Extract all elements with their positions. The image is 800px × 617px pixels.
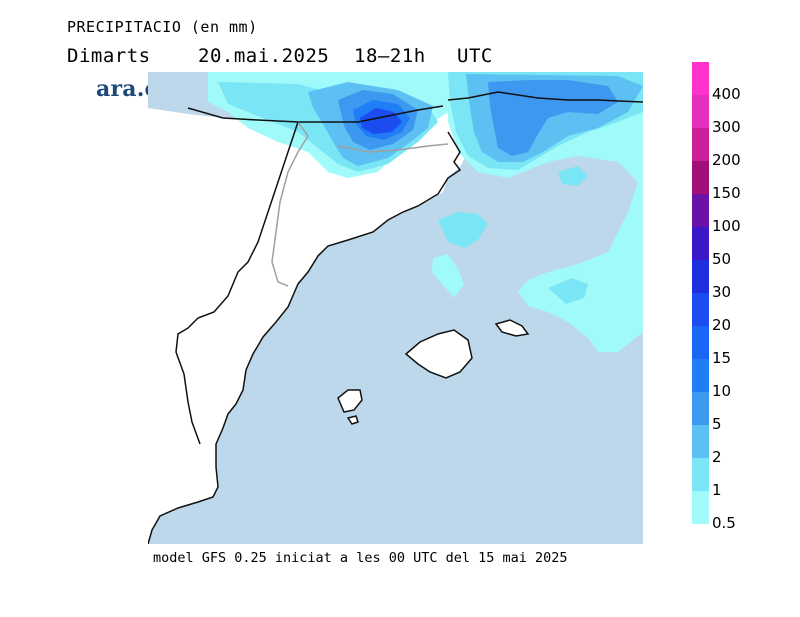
precip-cluster-3 — [548, 278, 588, 304]
legend-label: 20 — [712, 316, 732, 334]
legend-swatch — [692, 95, 709, 128]
legend-swatch — [692, 128, 709, 161]
legend-label: 0.5 — [712, 514, 736, 532]
legend-label: 2 — [712, 448, 722, 466]
forecast-hours: 18–21h — [354, 45, 426, 67]
coastline — [148, 105, 462, 544]
precip-east-5 — [488, 80, 618, 156]
legend-swatch — [692, 260, 709, 293]
formentera — [346, 415, 359, 425]
map-title: PRECIPITACIO (en mm) — [67, 18, 258, 36]
legend-swatch — [692, 293, 709, 326]
legend-swatch — [692, 326, 709, 359]
legend-swatch — [692, 425, 709, 458]
north-coast-east — [447, 91, 643, 103]
legend-swatch — [692, 62, 709, 95]
land-area — [148, 92, 643, 544]
menorca — [494, 319, 530, 337]
legend-label: 1 — [712, 481, 722, 499]
legend-swatch — [692, 458, 709, 491]
ibiza — [337, 389, 363, 413]
precip-cluster-4 — [558, 166, 588, 186]
legend-swatch — [692, 227, 709, 260]
legend-swatch — [692, 491, 709, 524]
forecast-day: Dimarts — [67, 45, 151, 67]
legend-label: 50 — [712, 250, 732, 268]
precip-15 — [360, 108, 402, 134]
legend-label: 200 — [712, 151, 741, 169]
legend-swatch — [692, 392, 709, 425]
legend-label: 150 — [712, 184, 741, 202]
legend-label: 15 — [712, 349, 732, 367]
legend-label: 100 — [712, 217, 741, 235]
legend-swatch — [692, 161, 709, 194]
pyrenees-border — [271, 121, 449, 287]
forecast-timezone: UTC — [457, 45, 493, 67]
precip-cluster-1 — [438, 212, 488, 248]
legend-swatch — [692, 194, 709, 227]
mallorca — [404, 329, 473, 379]
precip-cluster-2 — [432, 254, 464, 298]
legend-label: 5 — [712, 415, 722, 433]
legend-label: 300 — [712, 118, 741, 136]
precip-legend-labels: 400 300 200 150 100 50 30 20 15 10 5 2 1 0.5 — [712, 78, 741, 540]
legend-swatch — [692, 359, 709, 392]
model-footer: model GFS 0.25 iniciat a les 00 UTC del … — [153, 550, 568, 566]
forecast-date: 20.mai.2025 — [198, 45, 330, 67]
legend-label: 10 — [712, 382, 732, 400]
legend-label: 30 — [712, 283, 732, 301]
precipitation-map — [148, 72, 643, 544]
precip-layer — [208, 72, 643, 352]
legend-label: 400 — [712, 85, 741, 103]
precip-legend — [692, 62, 709, 524]
western-outline — [175, 121, 299, 445]
